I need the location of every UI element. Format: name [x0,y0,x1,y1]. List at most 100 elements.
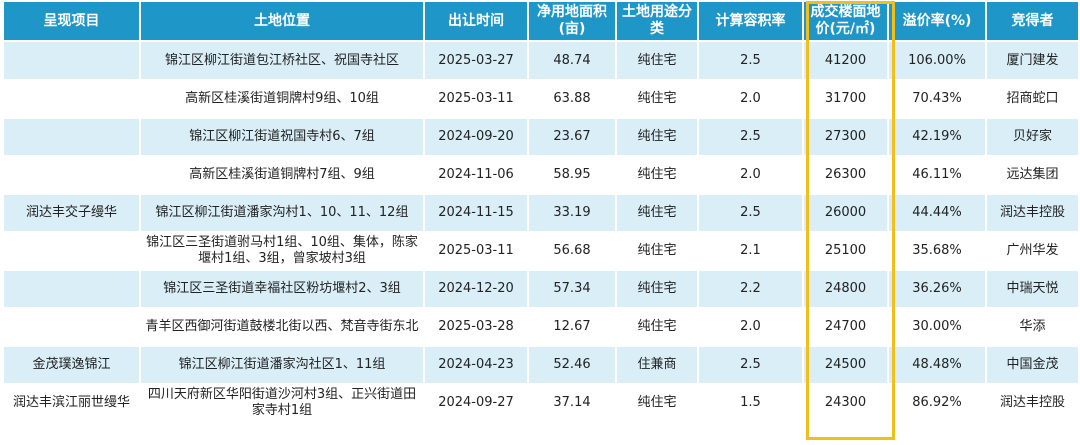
cell-plot-ratio: 2.5 [699,195,802,231]
cell-location: 锦江区柳江街道祝国寺村6、7组 [141,119,423,155]
cell-floor-price: 26000 [804,195,887,231]
cell-premium-rate: 46.11% [889,157,985,193]
header-usage: 土地用途分类 [617,2,697,40]
cell-location: 高新区桂溪街道铜牌村7组、9组 [141,157,423,193]
cell-usage: 纯住宅 [617,233,697,269]
cell-location: 锦江区柳江街道潘家沟社区1、11组 [141,347,423,383]
land-auction-table: 呈现项目 土地位置 出让时间 净用地面积(亩) 土地用途分类 计算容积率 成交楼… [2,0,1080,423]
cell-project: 金茂璞逸锦江 [4,347,139,383]
cell-plot-ratio: 2.5 [699,119,802,155]
cell-premium-rate: 36.26% [889,271,985,307]
table-row: 锦江区柳江街道包江桥社区、祝国寺社区 2025-03-27 48.74 纯住宅 … [4,42,1078,79]
cell-area: 56.68 [529,233,615,269]
cell-premium-rate: 30.00% [889,309,985,345]
cell-plot-ratio: 2.0 [699,157,802,193]
cell-premium-rate: 86.92% [889,385,985,421]
table-row: 锦江区柳江街道祝国寺村6、7组 2024-09-20 23.67 纯住宅 2.5… [4,119,1078,155]
cell-plot-ratio: 1.5 [699,385,802,421]
cell-usage: 住兼商 [617,347,697,383]
cell-usage: 纯住宅 [617,271,697,307]
cell-date: 2025-03-28 [425,309,527,345]
header-area: 净用地面积(亩) [529,2,615,40]
cell-date: 2024-09-20 [425,119,527,155]
cell-winner: 润达丰控股 [987,195,1078,231]
cell-location: 青羊区西御河街道鼓楼北街以西、梵音寺街东北 [141,309,423,345]
cell-date: 2024-11-06 [425,157,527,193]
cell-project [4,42,139,79]
cell-plot-ratio: 2.2 [699,271,802,307]
header-premium-rate: 溢价率(%) [889,2,985,40]
cell-area: 23.67 [529,119,615,155]
cell-area: 33.19 [529,195,615,231]
cell-project [4,233,139,269]
cell-premium-rate: 44.44% [889,195,985,231]
cell-winner: 华添 [987,309,1078,345]
cell-floor-price: 24800 [804,271,887,307]
cell-location: 锦江区柳江街道潘家沟村1、10、11、12组 [141,195,423,231]
cell-usage: 纯住宅 [617,157,697,193]
cell-area: 48.74 [529,42,615,79]
cell-plot-ratio: 2.0 [699,309,802,345]
table-row: 润达丰交子缦华 锦江区柳江街道潘家沟村1、10、11、12组 2024-11-1… [4,195,1078,231]
table-row: 锦江区三圣街道驸马村1组、10组、集体，陈家堰村1组、3组，曾家坡村3组 202… [4,233,1078,269]
cell-winner: 中国金茂 [987,347,1078,383]
cell-premium-rate: 42.19% [889,119,985,155]
cell-area: 52.46 [529,347,615,383]
table-row: 高新区桂溪街道铜牌村7组、9组 2024-11-06 58.95 纯住宅 2.0… [4,157,1078,193]
cell-floor-price: 27300 [804,119,887,155]
table-row: 金茂璞逸锦江 锦江区柳江街道潘家沟社区1、11组 2024-04-23 52.4… [4,347,1078,383]
cell-location: 四川天府新区华阳街道沙河村3组、正兴街道田家寺村1组 [141,385,423,421]
cell-location: 锦江区三圣街道驸马村1组、10组、集体，陈家堰村1组、3组，曾家坡村3组 [141,233,423,269]
cell-date: 2024-09-27 [425,385,527,421]
cell-area: 12.67 [529,309,615,345]
table-row: 润达丰滨江丽世缦华 四川天府新区华阳街道沙河村3组、正兴街道田家寺村1组 202… [4,385,1078,421]
cell-floor-price: 24500 [804,347,887,383]
cell-winner: 厦门建发 [987,42,1078,79]
cell-date: 2025-03-11 [425,81,527,117]
cell-project: 润达丰滨江丽世缦华 [4,385,139,421]
cell-winner: 贝好家 [987,119,1078,155]
cell-date: 2025-03-11 [425,233,527,269]
header-floor-price: 成交楼面地价(元/㎡) [804,2,887,40]
cell-premium-rate: 48.48% [889,347,985,383]
cell-winner: 远达集团 [987,157,1078,193]
cell-location: 高新区桂溪街道铜牌村9组、10组 [141,81,423,117]
header-plot-ratio: 计算容积率 [699,2,802,40]
cell-plot-ratio: 2.0 [699,81,802,117]
cell-location: 锦江区柳江街道包江桥社区、祝国寺社区 [141,42,423,79]
cell-floor-price: 24300 [804,385,887,421]
cell-project [4,309,139,345]
cell-floor-price: 31700 [804,81,887,117]
cell-project [4,271,139,307]
cell-date: 2024-11-15 [425,195,527,231]
cell-project: 润达丰交子缦华 [4,195,139,231]
header-winner: 竞得者 [987,2,1078,40]
cell-winner: 广州华发 [987,233,1078,269]
cell-winner: 中瑞天悦 [987,271,1078,307]
cell-floor-price: 26300 [804,157,887,193]
cell-date: 2025-03-27 [425,42,527,79]
cell-area: 57.34 [529,271,615,307]
cell-premium-rate: 35.68% [889,233,985,269]
table-row: 高新区桂溪街道铜牌村9组、10组 2025-03-11 63.88 纯住宅 2.… [4,81,1078,117]
cell-area: 63.88 [529,81,615,117]
cell-plot-ratio: 2.1 [699,233,802,269]
table-row: 锦江区三圣街道幸福社区粉坊堰村2、3组 2024-12-20 57.34 纯住宅… [4,271,1078,307]
cell-winner: 润达丰控股 [987,385,1078,421]
cell-floor-price: 41200 [804,42,887,79]
cell-location: 锦江区三圣街道幸福社区粉坊堰村2、3组 [141,271,423,307]
cell-usage: 纯住宅 [617,119,697,155]
header-project: 呈现项目 [4,2,139,40]
header-date: 出让时间 [425,2,527,40]
cell-area: 37.14 [529,385,615,421]
cell-usage: 纯住宅 [617,385,697,421]
cell-usage: 纯住宅 [617,81,697,117]
cell-usage: 纯住宅 [617,309,697,345]
cell-winner: 招商蛇口 [987,81,1078,117]
cell-date: 2024-12-20 [425,271,527,307]
cell-project [4,157,139,193]
table-row: 青羊区西御河街道鼓楼北街以西、梵音寺街东北 2025-03-28 12.67 纯… [4,309,1078,345]
cell-date: 2024-04-23 [425,347,527,383]
cell-project [4,119,139,155]
